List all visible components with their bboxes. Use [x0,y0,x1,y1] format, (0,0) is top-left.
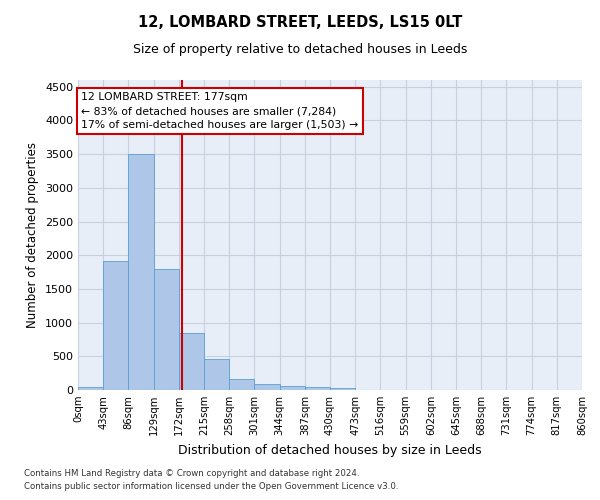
Bar [330,388,355,390]
Text: Contains public sector information licensed under the Open Government Licence v3: Contains public sector information licen… [24,482,398,491]
Text: 12 LOMBARD STREET: 177sqm
← 83% of detached houses are smaller (7,284)
17% of se: 12 LOMBARD STREET: 177sqm ← 83% of detac… [81,92,358,130]
Bar [179,334,204,390]
Bar [280,386,305,390]
Text: 12, LOMBARD STREET, LEEDS, LS15 0LT: 12, LOMBARD STREET, LEEDS, LS15 0LT [138,15,462,30]
Bar [154,270,179,390]
Bar [103,260,128,390]
Text: Contains HM Land Registry data © Crown copyright and database right 2024.: Contains HM Land Registry data © Crown c… [24,468,359,477]
Bar [128,154,154,390]
Y-axis label: Number of detached properties: Number of detached properties [26,142,40,328]
Text: Size of property relative to detached houses in Leeds: Size of property relative to detached ho… [133,42,467,56]
Bar [254,384,280,390]
Bar [229,379,254,390]
Bar [305,386,330,390]
Bar [204,359,229,390]
X-axis label: Distribution of detached houses by size in Leeds: Distribution of detached houses by size … [178,444,482,456]
Bar [78,388,103,390]
